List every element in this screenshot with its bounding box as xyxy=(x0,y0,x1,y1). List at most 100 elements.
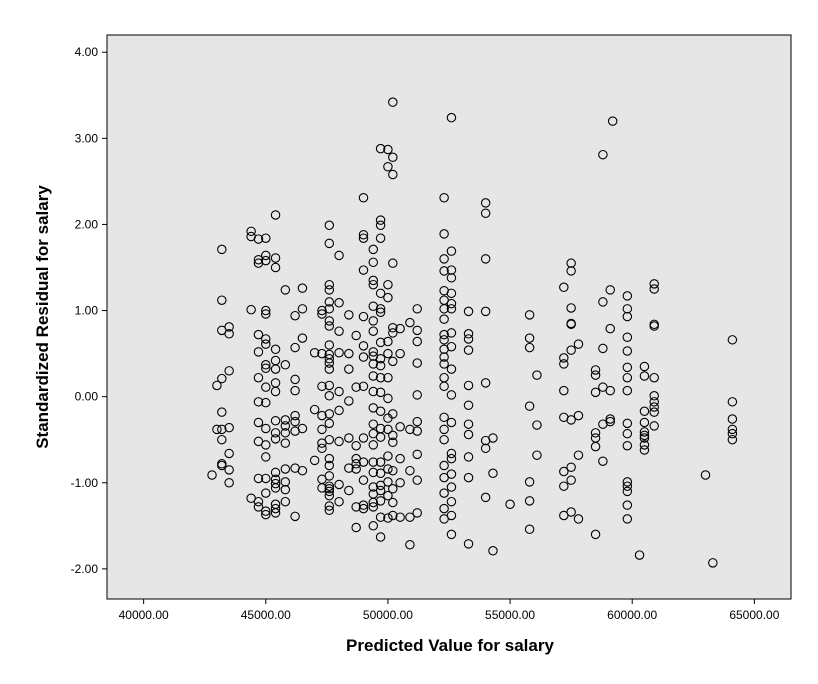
data-point xyxy=(446,288,457,299)
data-point xyxy=(566,345,576,355)
data-point xyxy=(224,448,234,459)
data-point xyxy=(524,401,535,411)
data-point xyxy=(590,441,601,452)
data-point xyxy=(375,233,386,243)
data-point xyxy=(253,372,264,383)
data-point xyxy=(446,390,457,400)
data-point xyxy=(309,404,320,415)
data-point xyxy=(351,440,361,451)
data-point xyxy=(405,317,415,328)
data-point xyxy=(566,475,576,485)
data-point xyxy=(439,434,449,445)
data-point xyxy=(605,285,615,295)
data-point xyxy=(270,416,281,426)
data-point xyxy=(480,208,491,218)
data-point xyxy=(439,304,449,314)
data-point xyxy=(727,335,738,345)
data-point xyxy=(280,464,291,474)
data-point xyxy=(388,356,398,367)
data-point xyxy=(375,432,386,442)
x-axis-title: Predicted Value for salary xyxy=(346,636,554,655)
data-point xyxy=(324,354,335,364)
data-point xyxy=(368,257,379,268)
data-point xyxy=(280,421,291,431)
data-point xyxy=(351,382,361,392)
data-point xyxy=(559,359,569,369)
data-point xyxy=(532,450,542,460)
data-point xyxy=(270,508,281,518)
data-point xyxy=(224,465,234,475)
data-point xyxy=(463,400,474,411)
data-point xyxy=(368,440,379,450)
data-point xyxy=(463,472,474,483)
data-point xyxy=(212,424,222,435)
data-point xyxy=(383,464,393,474)
data-point xyxy=(358,433,369,443)
data-point xyxy=(261,473,271,484)
data-point xyxy=(388,97,398,107)
data-point xyxy=(375,337,386,348)
y-tick-label: 0.00 xyxy=(75,390,99,404)
data-point xyxy=(253,329,264,340)
y-tick-label: -2.00 xyxy=(71,562,99,576)
data-point xyxy=(290,511,300,522)
data-point xyxy=(324,453,335,464)
data-point xyxy=(375,406,386,417)
data-points xyxy=(207,97,738,568)
data-point xyxy=(395,512,405,522)
plot-area xyxy=(106,34,792,600)
data-point xyxy=(488,468,498,479)
data-point xyxy=(246,226,256,237)
data-point xyxy=(270,478,281,489)
data-point xyxy=(358,192,369,203)
data-point xyxy=(446,304,457,314)
data-point xyxy=(368,359,379,369)
data-point xyxy=(446,482,457,492)
data-point xyxy=(649,402,659,412)
data-point xyxy=(368,386,379,397)
data-point xyxy=(639,417,650,428)
data-point xyxy=(261,452,271,462)
data-point xyxy=(270,210,281,220)
data-point xyxy=(368,521,379,531)
data-point xyxy=(297,304,308,314)
data-point xyxy=(395,453,405,464)
data-point xyxy=(270,428,281,438)
data-point xyxy=(439,424,449,435)
y-tick-label: 1.00 xyxy=(75,304,99,318)
data-point xyxy=(324,418,335,429)
data-point xyxy=(480,378,491,388)
data-point xyxy=(446,273,457,283)
data-point xyxy=(324,471,335,481)
data-point xyxy=(358,475,369,485)
x-tick-label: 45000.00 xyxy=(241,608,291,622)
data-point xyxy=(727,414,738,424)
data-point xyxy=(388,430,398,441)
data-point xyxy=(446,364,457,374)
data-point xyxy=(649,407,659,417)
data-point xyxy=(280,496,291,507)
data-point xyxy=(639,371,650,381)
data-point xyxy=(605,385,615,396)
data-point xyxy=(290,410,300,421)
data-point xyxy=(463,329,474,339)
data-point xyxy=(622,418,633,429)
data-point xyxy=(439,192,449,203)
data-point xyxy=(324,297,335,307)
data-point xyxy=(532,420,542,430)
data-point xyxy=(344,463,354,473)
data-point xyxy=(559,466,569,477)
data-point xyxy=(388,437,398,448)
data-point xyxy=(368,275,379,286)
data-point xyxy=(270,434,281,444)
data-point xyxy=(639,430,650,441)
data-point xyxy=(405,465,415,476)
data-point xyxy=(383,279,393,290)
data-point xyxy=(334,479,344,490)
data-point xyxy=(358,503,369,514)
y-tick-label: 4.00 xyxy=(75,45,99,59)
data-point xyxy=(573,514,584,524)
data-point xyxy=(590,387,601,398)
data-point xyxy=(439,412,449,423)
